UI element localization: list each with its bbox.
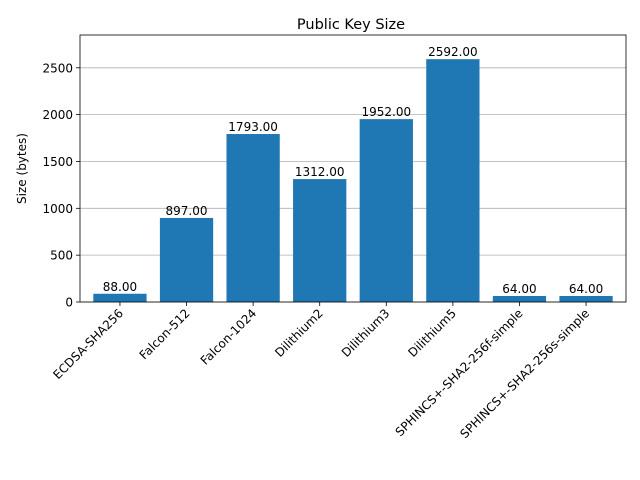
bar <box>492 296 547 302</box>
bar <box>293 179 347 302</box>
value-labels: 88.00 897.00 1793.00 1312.00 1952.00 2592.00 6… <box>103 45 603 296</box>
bar-value-label: 64.00 <box>502 282 536 296</box>
x-tick-label: Dilithium2 <box>272 306 326 360</box>
y-tick-label: 2500 <box>42 61 73 75</box>
bar <box>359 119 413 302</box>
y-tick-label: 1000 <box>42 202 73 216</box>
y-tick-label: 0 <box>65 296 73 310</box>
bar-value-label: 2592.00 <box>428 45 478 59</box>
bar <box>426 59 480 302</box>
bars <box>93 59 613 302</box>
x-tick-label: ECDSA-SHA256 <box>50 306 126 382</box>
x-tick-label: SPHINCS+-SHA2-256s-simple <box>457 306 592 441</box>
x-tick-label: Falcon-512 <box>137 306 193 362</box>
x-tick-label: Dilithium5 <box>405 306 459 360</box>
bar-value-label: 88.00 <box>103 280 137 294</box>
y-axis: 0 500 1000 1500 2000 2500 <box>42 61 80 310</box>
plot-frame <box>79 34 627 303</box>
bar <box>93 293 147 302</box>
x-tick-label: Falcon-1024 <box>198 306 259 367</box>
bar <box>559 296 613 302</box>
chart-title: Public Key Size <box>297 17 405 33</box>
bar-value-label: 897.00 <box>166 204 208 218</box>
bar <box>159 217 214 302</box>
bar-value-label: 1952.00 <box>361 105 411 119</box>
x-tick-label: Dilithium3 <box>339 306 393 360</box>
bar-value-label: 64.00 <box>569 282 603 296</box>
x-axis: ECDSA-SHA256 Falcon-512 Falcon-1024 Dilithi… <box>50 302 592 441</box>
x-tick-label: SPHINCS+-SHA2-256f-simple <box>393 306 526 439</box>
y-axis-label: Size (bytes) <box>15 133 29 204</box>
bar-value-label: 1312.00 <box>295 165 345 179</box>
y-tick-label: 2000 <box>42 108 73 122</box>
bar-value-label: 1793.00 <box>228 120 278 134</box>
y-tick-label: 500 <box>50 249 73 263</box>
bar <box>226 134 280 302</box>
y-tick-label: 1500 <box>42 155 73 169</box>
